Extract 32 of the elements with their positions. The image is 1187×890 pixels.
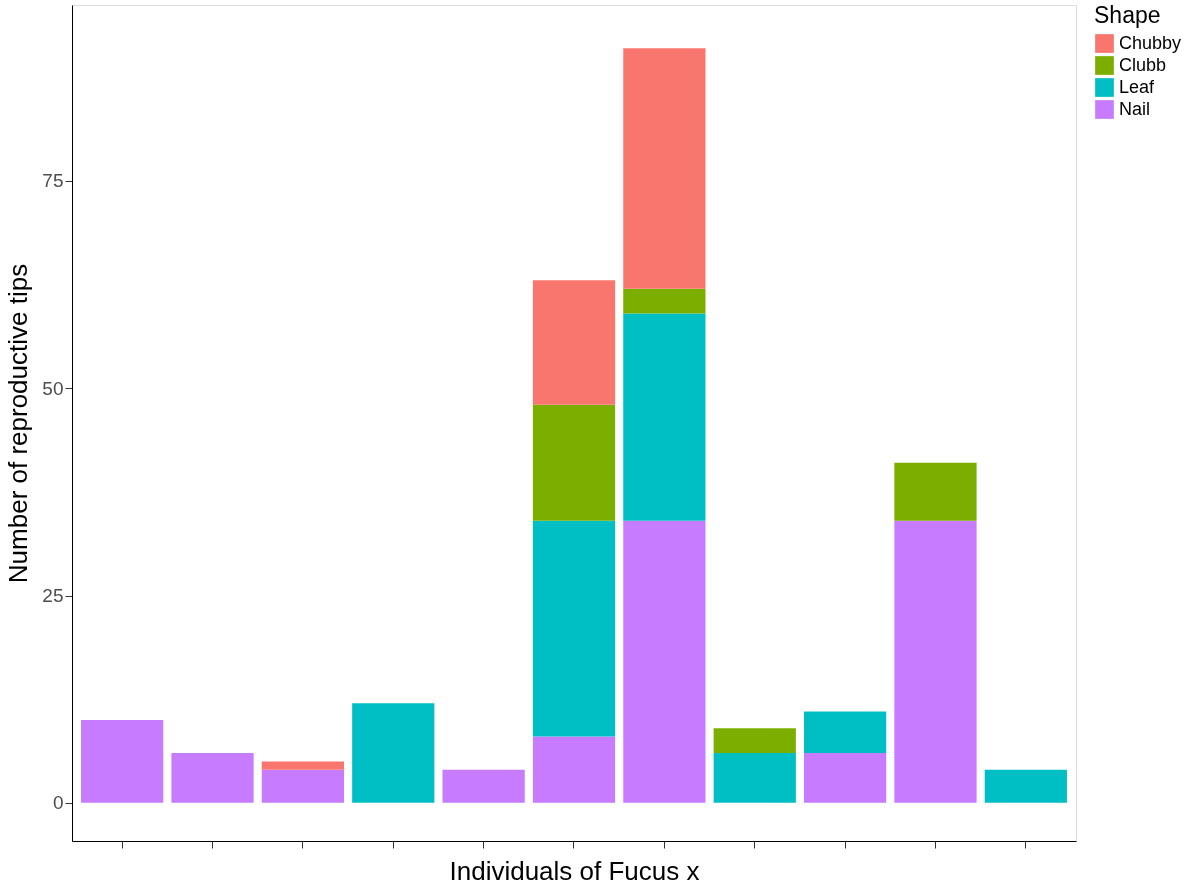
bar bbox=[532, 520, 616, 737]
bar bbox=[261, 761, 345, 770]
bar bbox=[984, 769, 1067, 803]
y-tick-label: 25 bbox=[42, 585, 64, 607]
bar bbox=[352, 703, 435, 803]
y-axis-title: Number of reproductive tips bbox=[3, 263, 34, 584]
bar bbox=[803, 753, 887, 803]
y-tick-label: 75 bbox=[42, 170, 64, 192]
legend-label: Nail bbox=[1119, 98, 1151, 119]
bar bbox=[532, 280, 616, 405]
bar bbox=[261, 769, 345, 803]
bar bbox=[894, 520, 977, 803]
bar bbox=[803, 711, 887, 754]
bar bbox=[623, 288, 706, 314]
bar bbox=[442, 769, 525, 803]
bar bbox=[171, 753, 254, 803]
legend-title: Shape bbox=[1094, 2, 1161, 28]
legend-label: Clubb bbox=[1119, 54, 1167, 75]
y-tick-label: 50 bbox=[42, 377, 64, 399]
legend-label: Chubby bbox=[1119, 32, 1182, 53]
legend-label: Leaf bbox=[1119, 76, 1156, 97]
bar bbox=[532, 736, 616, 803]
bar bbox=[623, 313, 706, 521]
bar bbox=[532, 404, 616, 521]
bar bbox=[713, 753, 796, 803]
x-axis-title: Individuals of Fucus x bbox=[449, 856, 700, 886]
y-tick-label: 0 bbox=[52, 792, 64, 814]
bar bbox=[81, 719, 164, 803]
bar bbox=[623, 48, 706, 289]
bar bbox=[894, 462, 977, 521]
bar bbox=[713, 728, 796, 754]
bar bbox=[623, 520, 706, 803]
